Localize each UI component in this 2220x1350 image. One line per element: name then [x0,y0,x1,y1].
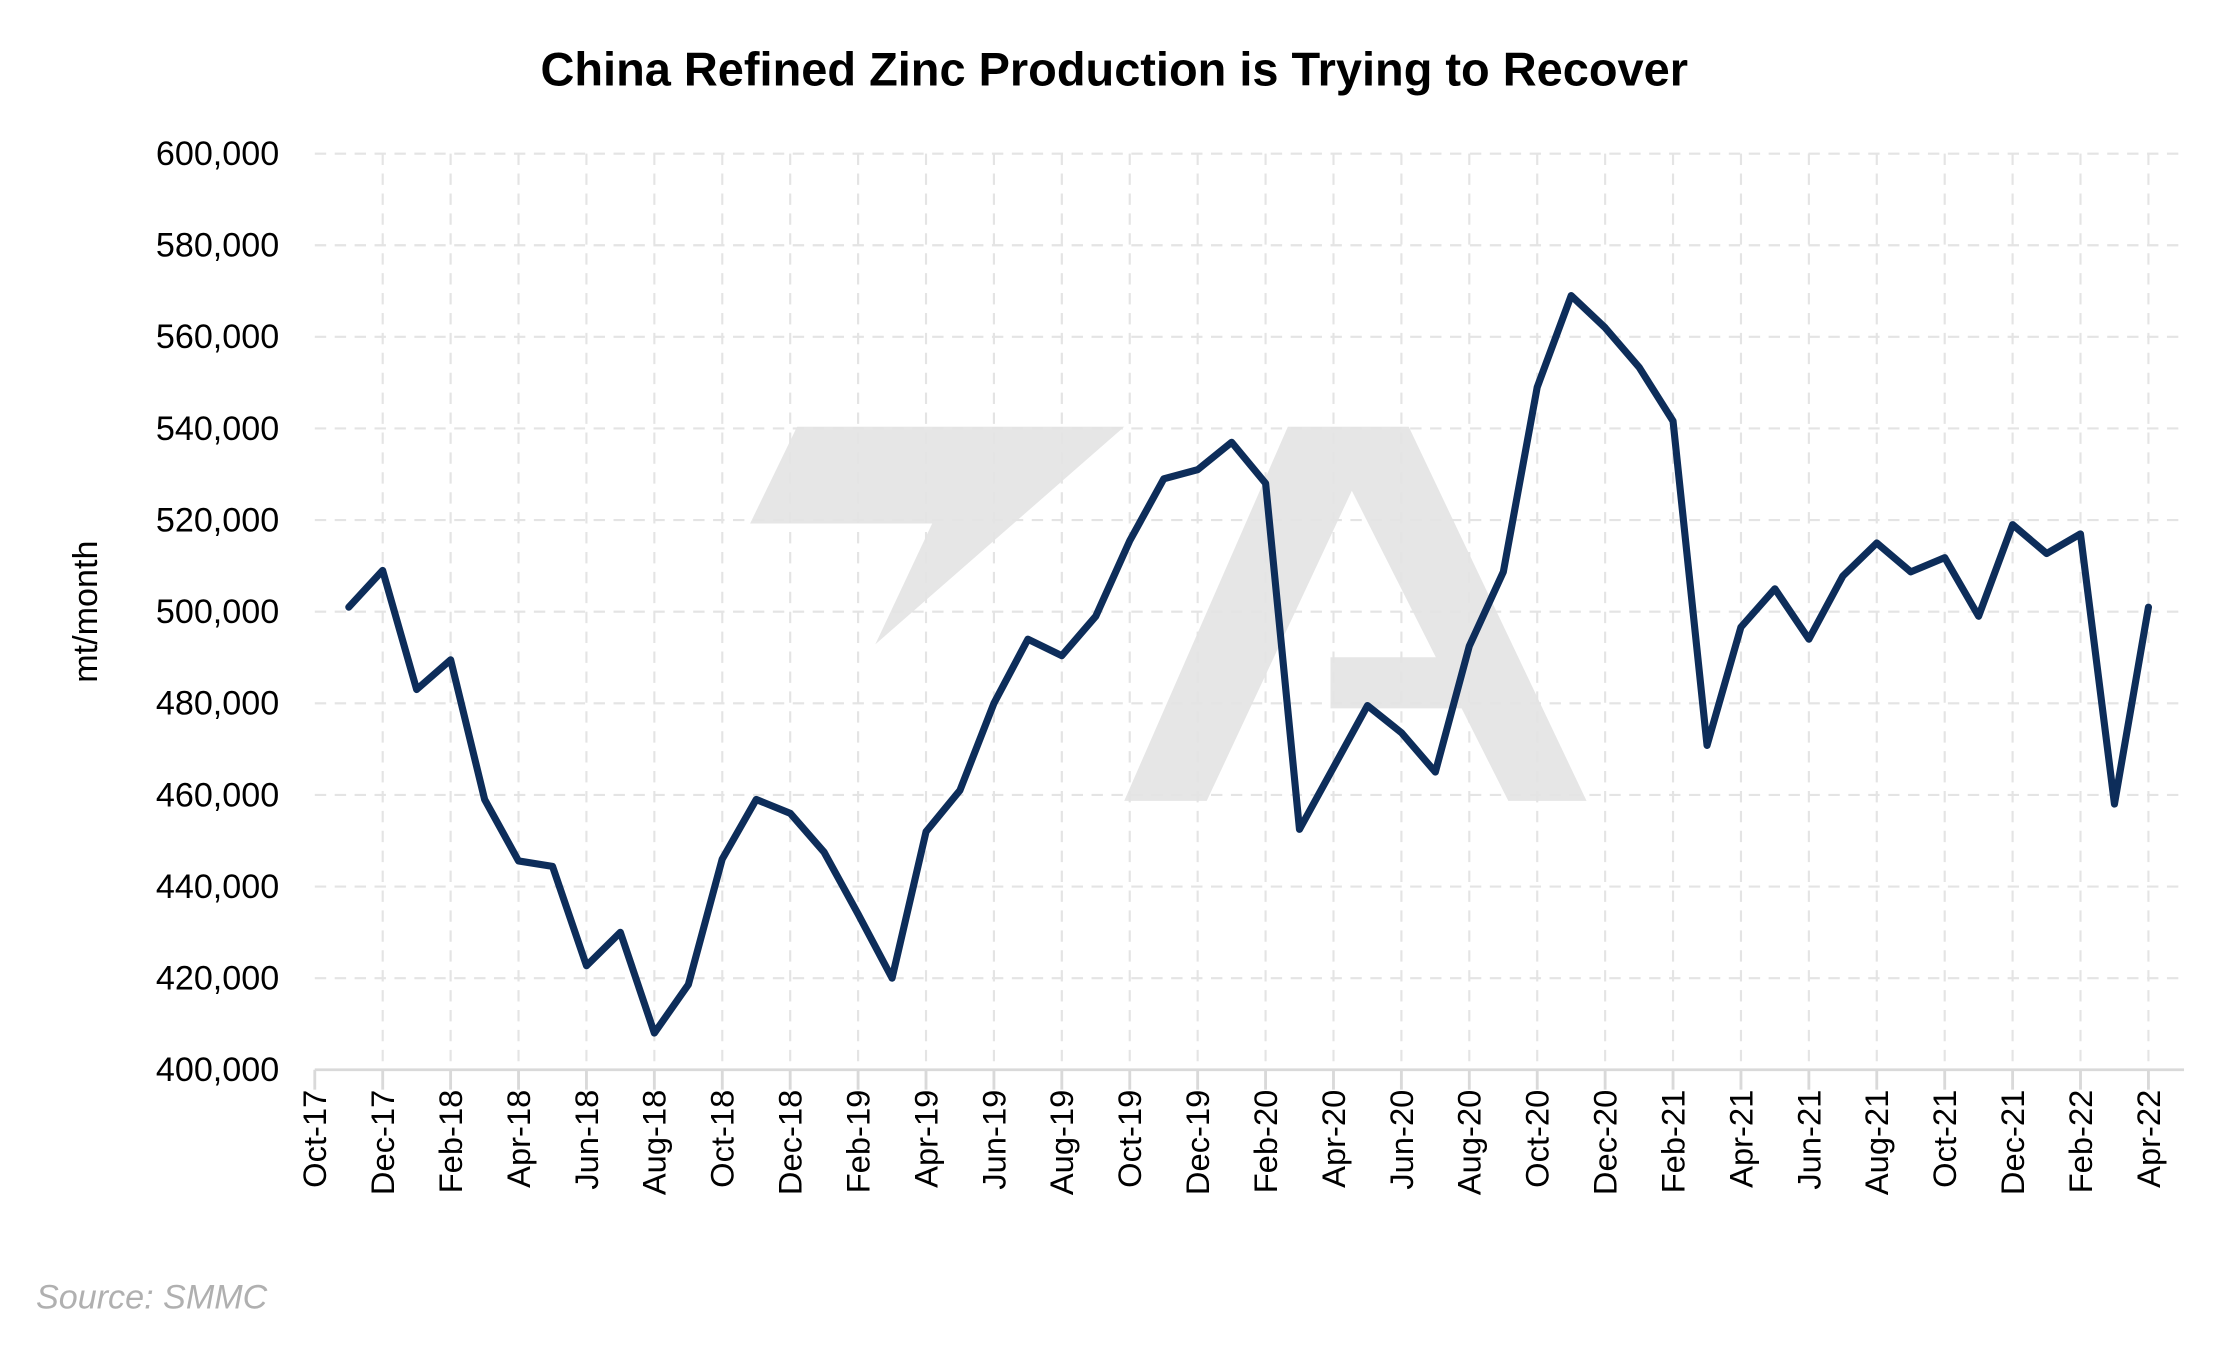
x-tick-label: Apr-18 [500,1090,537,1188]
y-tick-label: 480,000 [156,685,279,723]
data-points [348,295,2149,1034]
y-tick-label: 560,000 [156,318,279,356]
y-tick-label: 440,000 [156,868,279,906]
y-tick-label: 460,000 [156,776,279,814]
x-tick-label: Oct-17 [296,1090,333,1188]
x-tick-label: Feb-21 [1654,1090,1691,1194]
x-tick-label: Oct-20 [1519,1090,1556,1188]
tick-labels: 400,000 420,000 440,000 460,000 480,000 500,0… [156,135,2167,1195]
y-tick-label: 520,000 [156,501,279,539]
x-tick-label: Feb-20 [1247,1090,1284,1194]
x-tick-label: Dec-17 [364,1090,401,1195]
x-tick-label: Oct-19 [1111,1090,1148,1188]
y-tick-label: 600,000 [156,135,279,173]
source-note: Source: SMMC [36,1279,268,1317]
y-tick-label: 500,000 [156,593,279,631]
watermark-logo [750,426,1587,801]
x-tick-label: Apr-20 [1315,1090,1352,1188]
y-tick-label: 540,000 [156,410,279,448]
x-tick-label: Jun-20 [1383,1090,1420,1190]
x-tick-label: Dec-18 [772,1090,809,1195]
watermark-7-shape [750,426,1125,645]
y-axis-label: mt/month [67,541,105,683]
axes [313,1068,2185,1090]
watermark-a-bar [1330,657,1480,709]
x-tick-label: Jun-19 [975,1090,1012,1190]
grid [314,152,2185,1070]
x-tick-label: Feb-18 [432,1090,469,1194]
y-tick-label: 400,000 [156,1051,279,1089]
x-tick-label: Aug-21 [1858,1090,1895,1195]
x-tick-label: Aug-20 [1451,1090,1488,1195]
x-tick-label: Aug-19 [1043,1090,1080,1195]
x-tick-label: Dec-20 [1587,1090,1624,1195]
x-tick-label: Jun-18 [568,1090,605,1190]
x-tick-label: Dec-19 [1179,1090,1216,1195]
x-tick-label: Apr-22 [2130,1090,2167,1188]
x-tick-label: Jun-21 [1790,1090,1827,1190]
x-tick-label: Feb-22 [2062,1090,2099,1194]
x-tick-label: Feb-19 [839,1090,876,1194]
x-tick-label: Apr-19 [907,1090,944,1188]
series-line [345,292,2153,1037]
x-tick-label: Apr-21 [1722,1090,1759,1188]
y-tick-label: 420,000 [156,960,279,998]
x-tick-label: Oct-18 [704,1090,741,1188]
chart-title: China Refined Zinc Production is Trying … [541,43,1689,95]
x-tick-label: Dec-21 [1994,1090,2031,1195]
x-tick-label: Aug-18 [636,1090,673,1195]
y-tick-label: 580,000 [156,227,279,265]
x-tick-label: Oct-21 [1926,1090,1963,1188]
